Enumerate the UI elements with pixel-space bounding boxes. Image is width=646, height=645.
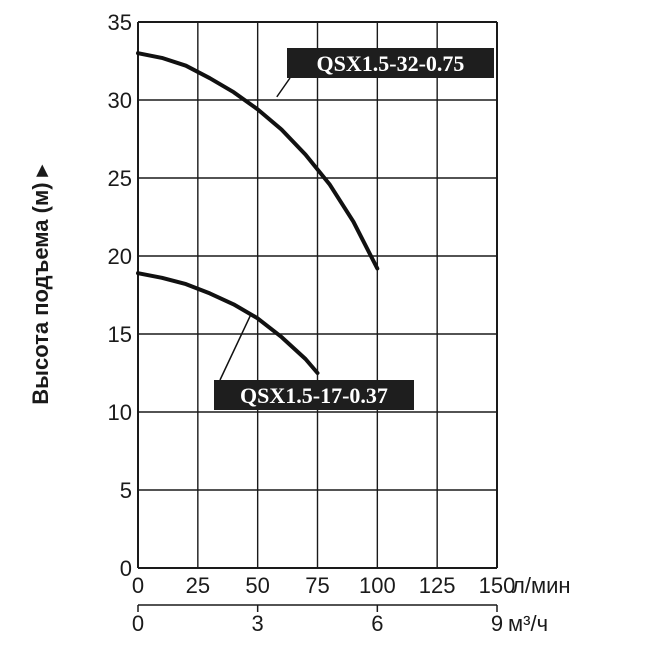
series-label: QSX1.5-17-0.37 bbox=[240, 383, 388, 408]
x-tick-label: 150 bbox=[479, 573, 516, 598]
y-tick-label: 30 bbox=[108, 88, 132, 113]
secondary-x-tick-label: 0 bbox=[132, 611, 144, 636]
y-tick-label: 5 bbox=[120, 478, 132, 503]
series-label-leader bbox=[219, 314, 252, 381]
x-tick-label: 75 bbox=[305, 573, 329, 598]
series-label: QSX1.5-32-0.75 bbox=[317, 51, 465, 76]
series-label-box bbox=[214, 380, 414, 410]
x-tick-label: 0 bbox=[132, 573, 144, 598]
x-tick-label: 25 bbox=[186, 573, 210, 598]
series-lines bbox=[136, 51, 380, 375]
series-labels: QSX1.5-32-0.75 QSX1.5-17-0.37 bbox=[214, 48, 494, 410]
y-tick-label: 25 bbox=[108, 166, 132, 191]
x-axis-unit: л/мин bbox=[512, 573, 571, 598]
y-tick-label: 0 bbox=[120, 556, 132, 581]
y-tick-label: 10 bbox=[108, 400, 132, 425]
y-axis-label: Высота подъема (м) ▸ bbox=[28, 164, 53, 404]
y-tick-label: 35 bbox=[108, 10, 132, 35]
secondary-x-tick-label: 3 bbox=[252, 611, 264, 636]
grid bbox=[137, 21, 498, 569]
x-axis-ticks: 0 25 50 75 100 125 150 bbox=[132, 573, 515, 598]
x-tick-label: 100 bbox=[359, 573, 396, 598]
y-tick-label: 15 bbox=[108, 322, 132, 347]
x-tick-label: 125 bbox=[419, 573, 456, 598]
x-tick-label: 50 bbox=[245, 573, 269, 598]
secondary-x-axis: 0 3 6 9 bbox=[132, 604, 503, 636]
y-tick-label: 20 bbox=[108, 244, 132, 269]
secondary-x-axis-unit: м³/ч bbox=[508, 611, 548, 636]
series-label-box bbox=[287, 48, 494, 78]
series-line bbox=[136, 51, 380, 271]
secondary-x-tick-label: 9 bbox=[491, 611, 503, 636]
y-axis-ticks: 0 5 10 15 20 25 30 35 bbox=[108, 10, 132, 581]
series-label-leader bbox=[276, 77, 291, 98]
secondary-x-tick-label: 6 bbox=[371, 611, 383, 636]
series-line bbox=[136, 271, 320, 375]
